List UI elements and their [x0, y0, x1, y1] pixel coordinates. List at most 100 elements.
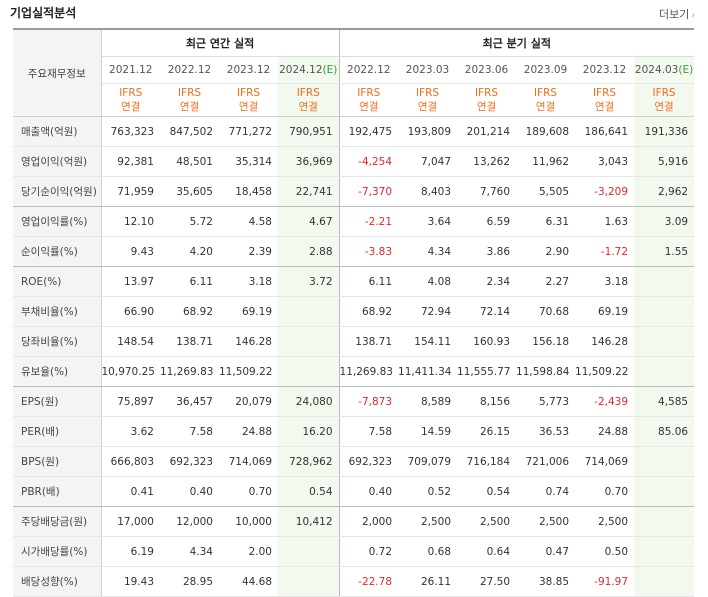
data-cell: 71,959 [101, 176, 160, 207]
data-cell: -7,370 [339, 176, 399, 207]
table-row: 배당성향(%) 19.43 28.95 44.68 -22.78 26.11 27.50 38… [13, 566, 695, 597]
data-cell: 12.10 [101, 206, 160, 237]
row-label-text: 당좌비율(%) [21, 336, 78, 348]
std-line2: 연결 [535, 101, 556, 113]
data-cell: 2.39 [219, 236, 278, 267]
data-cell: 6.31 [516, 206, 576, 237]
std-line2: 연결 [179, 101, 200, 113]
period-label: 2023.06 [464, 64, 509, 76]
data-cell: 4.08 [398, 266, 458, 297]
data-cell: 0.74 [516, 476, 576, 507]
accounting-standard: IFRS 연결 [339, 83, 399, 117]
period-header: 2023.06 [457, 56, 517, 84]
row-label-text: 주당배당금(원) [21, 516, 88, 528]
data-cell: 8,589 [398, 386, 458, 417]
std-line1: IFRS [533, 87, 558, 99]
data-cell: 11,509.22 [219, 356, 278, 387]
data-cell: 0.47 [516, 536, 576, 567]
period-label: 2023.12 [226, 64, 271, 76]
data-cell: 0.41 [101, 476, 160, 507]
std-line1: IFRS [415, 87, 440, 99]
data-cell: 2,500 [457, 506, 517, 537]
data-cell: 0.40 [160, 476, 219, 507]
data-cell: -1.72 [575, 236, 635, 267]
row-label-text: 영업이익(억원) [21, 156, 88, 168]
data-cell: 160.93 [457, 326, 517, 357]
data-cell: 75,897 [101, 386, 160, 417]
data-cell [634, 536, 695, 567]
period-header: 2024.03(E) [634, 56, 695, 84]
row-label: 영업이익률(%) [13, 206, 102, 237]
chevron-right-icon: › [691, 11, 695, 21]
period-label: 2021.12 [109, 64, 153, 76]
data-cell: 790,951 [278, 116, 340, 147]
row-label: 당좌비율(%) [13, 326, 102, 357]
accounting-standard: IFRS 연결 [516, 83, 576, 117]
data-cell: 2,962 [634, 176, 695, 207]
accounting-standard: IFRS 연결 [398, 83, 458, 117]
data-cell: 714,069 [219, 446, 278, 477]
data-cell: 146.28 [219, 326, 278, 357]
data-cell: 847,502 [160, 116, 219, 147]
data-cell: 13,262 [457, 146, 517, 177]
data-cell: 138.71 [160, 326, 219, 357]
period-header: 2022.12 [160, 56, 219, 84]
row-label-text: 영업이익률(%) [21, 216, 88, 228]
data-cell: 36.53 [516, 416, 576, 447]
data-cell: 4.58 [219, 206, 278, 237]
data-cell: 69.19 [575, 296, 635, 327]
row-label: 시가배당률(%) [13, 536, 102, 567]
data-cell: 191,336 [634, 116, 695, 147]
data-cell: 11,962 [516, 146, 576, 177]
data-cell: 186,641 [575, 116, 635, 147]
data-cell: 14.59 [398, 416, 458, 447]
data-cell [278, 326, 340, 357]
data-cell: 8,403 [398, 176, 458, 207]
period-label: 2023.12 [582, 64, 627, 76]
data-cell [278, 296, 340, 327]
row-label-text: ROE(%) [21, 275, 62, 288]
more-link[interactable]: 더보기 › [659, 6, 695, 22]
data-cell: 24.88 [219, 416, 278, 447]
data-cell: 5,773 [516, 386, 576, 417]
data-cell: 728,962 [278, 446, 340, 477]
data-cell: 85.06 [634, 416, 695, 447]
annual-group-header: 최근 연간 실적 [101, 29, 340, 57]
data-cell [278, 356, 340, 387]
data-cell: 3.64 [398, 206, 458, 237]
data-cell: 22,741 [278, 176, 340, 207]
accounting-standard: IFRS 연결 [278, 83, 340, 117]
accounting-standard: IFRS 연결 [101, 83, 160, 117]
data-cell: 692,323 [339, 446, 399, 477]
data-cell: 3.09 [634, 206, 695, 237]
data-cell: 716,184 [457, 446, 517, 477]
data-cell: 0.64 [457, 536, 517, 567]
data-cell: 5,505 [516, 176, 576, 207]
data-cell: 24,080 [278, 386, 340, 417]
data-cell: 0.54 [457, 476, 517, 507]
data-cell: 1.55 [634, 236, 695, 267]
more-label: 더보기 [659, 8, 690, 21]
data-cell: 2.90 [516, 236, 576, 267]
std-line1: IFRS [592, 87, 617, 99]
quarter-group-header: 최근 분기 실적 [339, 29, 695, 57]
data-cell: 11,269.83 [160, 356, 219, 387]
row-label-text: 당기순이익(억원) [21, 186, 97, 198]
std-line1: IFRS [119, 87, 143, 99]
data-cell: 0.72 [339, 536, 399, 567]
data-cell: 12,000 [160, 506, 219, 537]
data-cell: 0.70 [575, 476, 635, 507]
data-cell [634, 446, 695, 477]
data-cell: 0.70 [219, 476, 278, 507]
table-row: PBR(배) 0.41 0.40 0.70 0.54 0.40 0.52 0.54 0.74 0.… [13, 476, 695, 507]
quarter-group-label: 최근 분기 실적 [482, 37, 551, 50]
data-cell: -91.97 [575, 566, 635, 597]
table-row: 영업이익률(%) 12.10 5.72 4.58 4.67 -2.21 3.64 6.59 6.… [13, 206, 695, 237]
std-line1: IFRS [296, 87, 320, 99]
data-cell: 3.72 [278, 266, 340, 297]
data-cell: 5,916 [634, 146, 695, 177]
table-row: 당기순이익(억원) 71,959 35,605 18,458 22,741 -7,370 8… [13, 176, 695, 207]
row-label-text: 순이익률(%) [21, 246, 78, 258]
data-cell [634, 296, 695, 327]
data-cell: 189,608 [516, 116, 576, 147]
